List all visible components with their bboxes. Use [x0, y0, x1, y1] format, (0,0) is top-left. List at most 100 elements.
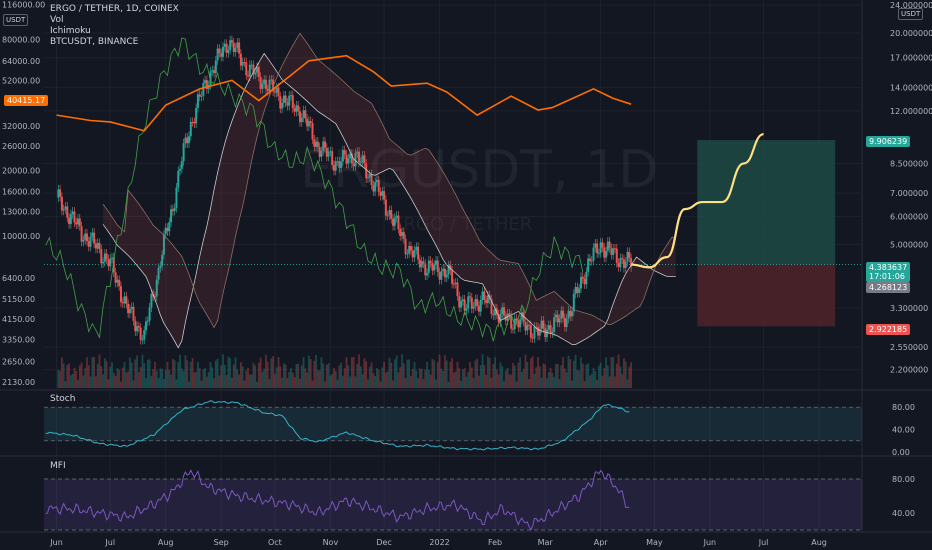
- volume-bar: [610, 357, 613, 388]
- candle-body: [164, 227, 167, 235]
- candle-body: [477, 305, 480, 312]
- candle-body: [57, 189, 60, 198]
- right-currency-label[interactable]: USDT: [898, 8, 924, 20]
- candle-body: [202, 83, 205, 96]
- volume-bar: [381, 367, 384, 388]
- candle-body: [408, 246, 411, 254]
- volume-bar: [499, 362, 502, 388]
- volume-bar: [388, 357, 391, 388]
- candle-body: [519, 319, 522, 328]
- legend-compare[interactable]: BTCUSDT, BINANCE: [50, 37, 139, 47]
- volume-bar: [615, 363, 618, 388]
- volume-bar: [207, 372, 210, 388]
- legend-symbol[interactable]: ERGO / TETHER, 1D, COINEX: [50, 4, 179, 14]
- volume-bar: [198, 368, 201, 388]
- volume-bar: [354, 376, 357, 388]
- candle-body: [366, 177, 369, 179]
- legend-ichimoku[interactable]: Ichimoku: [50, 26, 91, 36]
- symbol-watermark-subtitle: ERGO / TETHER: [392, 214, 533, 235]
- candle-body: [426, 272, 429, 276]
- volume-bar: [538, 366, 541, 388]
- candle-body: [508, 313, 511, 316]
- volume-bar: [424, 369, 427, 388]
- candle-body: [434, 260, 437, 265]
- volume-bar: [309, 359, 312, 388]
- time-axis-label: Mar: [538, 538, 554, 547]
- candle-body: [340, 161, 343, 168]
- volume-bar: [447, 381, 450, 388]
- volume-bar: [429, 374, 432, 388]
- volume-bar: [116, 368, 119, 388]
- volume-bar: [191, 358, 194, 388]
- volume-bar: [619, 366, 622, 388]
- candle-body: [581, 276, 584, 279]
- candle-body: [286, 102, 289, 106]
- volume-bar: [472, 378, 475, 388]
- time-axis-label: May: [646, 538, 663, 547]
- candle-body: [356, 151, 359, 154]
- right-axis-tick-label: 7.000000: [890, 189, 928, 198]
- candle-body: [388, 210, 391, 216]
- volume-bar: [605, 357, 607, 388]
- candle-body: [372, 184, 375, 192]
- candle-body: [628, 251, 631, 259]
- candle-body: [606, 241, 609, 251]
- candle-body: [574, 287, 577, 294]
- candle-body: [492, 313, 495, 316]
- volume-bar: [109, 366, 112, 388]
- volume-bar: [522, 368, 525, 388]
- volume-bar: [256, 381, 258, 388]
- candle-body: [77, 218, 80, 225]
- volume-bar: [461, 369, 464, 388]
- volume-bar: [241, 366, 244, 388]
- left-axis-tick-label: 64000.00: [2, 57, 40, 66]
- volume-bar: [238, 374, 241, 388]
- candle-body: [511, 328, 514, 330]
- left-axis-tick-label: 2650.00: [2, 358, 35, 367]
- volume-bar: [121, 367, 124, 388]
- volume-bar: [458, 368, 461, 388]
- legend-vol[interactable]: Vol: [50, 15, 64, 25]
- stoch-label[interactable]: Stoch: [50, 394, 76, 404]
- btc-last-value-badge: 40415.17: [4, 95, 49, 106]
- candle-body: [515, 318, 518, 321]
- mfi-label[interactable]: MFI: [50, 461, 66, 471]
- right-axis-tick-label: 24.000000: [890, 1, 932, 10]
- candle-body: [624, 261, 627, 268]
- volume-bar: [223, 364, 226, 388]
- candle-body: [520, 312, 523, 320]
- candle-body: [587, 258, 590, 272]
- left-axis-tick-label: 32000.00: [2, 122, 40, 131]
- volume-bar: [537, 357, 539, 388]
- candle-body: [594, 243, 597, 248]
- ichimoku-price-badge: 4.268123: [866, 282, 911, 293]
- left-currency-label[interactable]: USDT: [3, 14, 29, 26]
- candle-body: [535, 326, 538, 328]
- candle-body: [82, 239, 85, 242]
- volume-bar: [492, 364, 495, 388]
- candle-body: [198, 94, 201, 97]
- volume-bar: [188, 381, 190, 388]
- candle-body: [470, 297, 473, 309]
- candle-body: [404, 238, 407, 255]
- volume-bar: [515, 381, 518, 388]
- left-axis-tick-label: 116000.00: [2, 1, 45, 10]
- candle-body: [179, 168, 182, 171]
- volume-bar: [490, 377, 493, 388]
- volume-bar: [533, 373, 536, 388]
- volume-bar: [413, 361, 416, 388]
- volume-bar: [368, 366, 371, 388]
- candle-body: [221, 46, 224, 57]
- candle-body: [384, 199, 387, 216]
- candle-body: [438, 272, 441, 280]
- volume-bar: [402, 363, 405, 388]
- volume-bar: [469, 362, 471, 388]
- candle-body: [400, 231, 403, 236]
- candle-body: [275, 87, 278, 93]
- volume-bar: [270, 358, 273, 388]
- candle-body: [243, 62, 246, 64]
- candle-body: [62, 209, 65, 211]
- volume-bar: [284, 364, 287, 388]
- candle-countdown: 17:01:06: [869, 272, 905, 281]
